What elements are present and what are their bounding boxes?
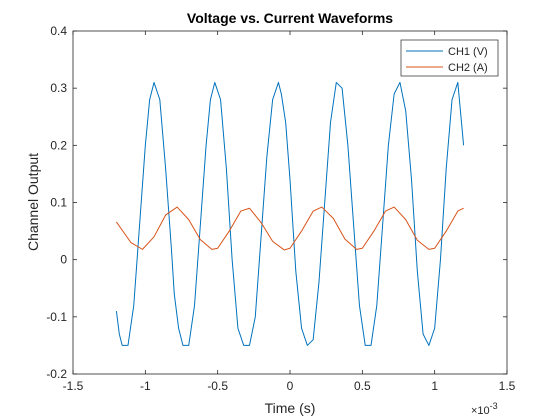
y-tick-label: -0.2 [46, 367, 67, 381]
x-axis-exponent: ×10-3 [471, 401, 498, 417]
chart-title: Voltage vs. Current Waveforms [187, 10, 393, 26]
x-tick-label: 1.5 [499, 379, 516, 393]
y-tick-label: 0.1 [50, 196, 67, 210]
x-tick-label: -0.5 [207, 379, 228, 393]
x-axis-exponent-power: -3 [490, 401, 498, 411]
axes-layer: -1.5 -1 -0.5 0 0.5 1 1.5 -0.2 -0.1 0 0.1 0.2 0.3 0.4 [46, 24, 515, 393]
y-tick-label: 0 [60, 253, 67, 267]
x-tick-label: 1 [431, 379, 438, 393]
x-axis-label: Time (s) [265, 400, 316, 416]
x-tick-label: -1 [140, 379, 151, 393]
x-tick-label: 0 [287, 379, 294, 393]
legend: CH1 (V) CH2 (A) [400, 39, 499, 77]
series-line-ch1 [115, 81, 465, 346]
x-tick-label: 0.5 [354, 379, 371, 393]
y-tick-label: 0.4 [50, 24, 67, 38]
x-tick-label: -1.5 [63, 379, 84, 393]
series-layer [115, 81, 465, 346]
y-tick-label: 0.3 [50, 81, 67, 95]
y-axis-label: Channel Output [25, 153, 41, 251]
legend-label-ch2: CH2 (A) [448, 62, 488, 74]
legend-label-ch1: CH1 (V) [448, 46, 488, 58]
legend-box [400, 39, 499, 77]
x-axis-exponent-base: ×10 [471, 405, 490, 417]
y-tick-label: -0.1 [46, 310, 67, 324]
series-line-ch2 [115, 206, 464, 251]
y-tick-label: 0.2 [50, 138, 67, 152]
plot-area [73, 31, 507, 374]
